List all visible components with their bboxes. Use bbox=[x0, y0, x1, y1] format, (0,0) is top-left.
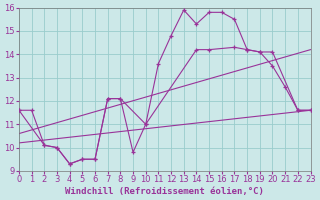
X-axis label: Windchill (Refroidissement éolien,°C): Windchill (Refroidissement éolien,°C) bbox=[65, 187, 264, 196]
